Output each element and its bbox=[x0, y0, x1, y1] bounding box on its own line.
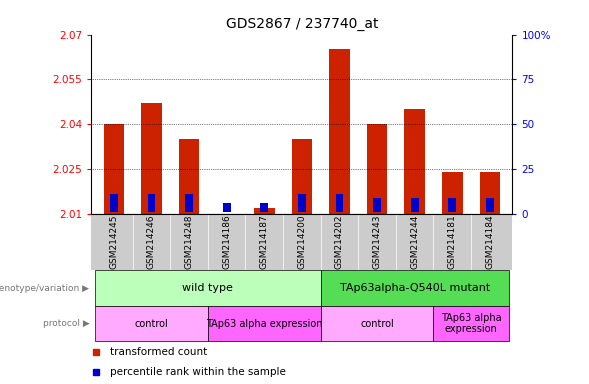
Bar bbox=[208, 306, 320, 341]
Bar bbox=[411, 198, 419, 212]
Bar bbox=[292, 139, 312, 214]
Bar bbox=[254, 208, 274, 214]
Text: protocol ▶: protocol ▶ bbox=[42, 319, 90, 328]
Bar bbox=[95, 270, 320, 306]
Text: GSM214184: GSM214184 bbox=[485, 215, 494, 269]
Bar bbox=[336, 194, 343, 212]
Bar bbox=[448, 198, 456, 212]
Bar bbox=[434, 306, 509, 341]
Text: GSM214246: GSM214246 bbox=[147, 215, 156, 269]
Text: GDS2867 / 237740_at: GDS2867 / 237740_at bbox=[226, 17, 378, 31]
Bar bbox=[404, 109, 425, 214]
Bar bbox=[373, 198, 381, 212]
Text: TAp63 alpha expression: TAp63 alpha expression bbox=[206, 319, 323, 329]
Text: GSM214200: GSM214200 bbox=[297, 215, 306, 269]
Bar bbox=[110, 194, 118, 212]
Bar bbox=[442, 172, 462, 214]
Text: genotype/variation ▶: genotype/variation ▶ bbox=[0, 283, 90, 293]
Text: GSM214181: GSM214181 bbox=[448, 214, 456, 269]
Text: TAp63alpha-Q540L mutant: TAp63alpha-Q540L mutant bbox=[339, 283, 490, 293]
Text: GSM214244: GSM214244 bbox=[410, 215, 419, 269]
Text: wild type: wild type bbox=[183, 283, 233, 293]
Bar bbox=[320, 306, 434, 341]
Text: GSM214243: GSM214243 bbox=[373, 215, 382, 269]
Bar bbox=[320, 270, 509, 306]
Bar bbox=[260, 204, 268, 212]
Bar bbox=[141, 103, 162, 214]
Text: GSM214202: GSM214202 bbox=[335, 215, 344, 269]
Text: GSM214186: GSM214186 bbox=[222, 214, 231, 269]
Bar bbox=[178, 139, 200, 214]
Text: transformed count: transformed count bbox=[110, 347, 207, 357]
Text: percentile rank within the sample: percentile rank within the sample bbox=[110, 367, 286, 377]
Bar bbox=[185, 194, 193, 212]
Text: control: control bbox=[360, 319, 394, 329]
Text: control: control bbox=[134, 319, 168, 329]
Text: GSM214245: GSM214245 bbox=[110, 215, 118, 269]
Bar bbox=[367, 124, 388, 214]
Bar bbox=[298, 194, 306, 212]
Text: GSM214187: GSM214187 bbox=[260, 214, 269, 269]
Bar bbox=[486, 198, 494, 212]
Bar bbox=[95, 306, 208, 341]
Bar bbox=[329, 50, 350, 214]
Text: GSM214248: GSM214248 bbox=[184, 215, 194, 269]
Bar bbox=[479, 172, 500, 214]
Bar bbox=[223, 204, 230, 212]
Bar bbox=[147, 194, 155, 212]
Bar bbox=[104, 124, 124, 214]
Text: TAp63 alpha
expression: TAp63 alpha expression bbox=[441, 313, 501, 334]
